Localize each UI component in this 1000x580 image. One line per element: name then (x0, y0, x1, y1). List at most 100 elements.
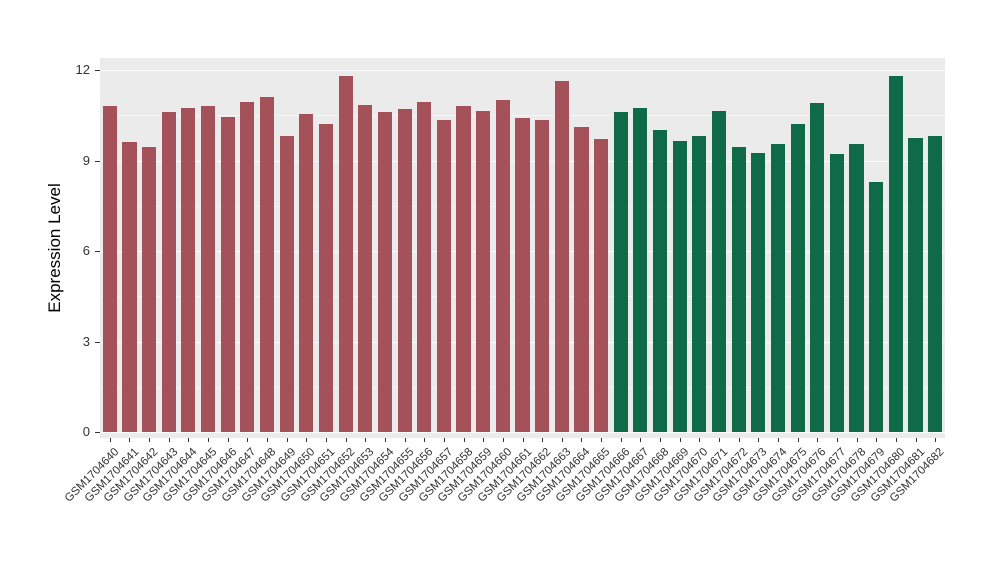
x-tick-mark (188, 438, 190, 442)
x-tick-mark (856, 438, 858, 442)
x-tick-mark (522, 438, 524, 442)
bar (299, 113, 314, 432)
bar (535, 119, 550, 432)
bar (220, 116, 235, 432)
x-tick-mark (561, 438, 563, 442)
x-tick-mark (365, 438, 367, 442)
x-tick-mark (915, 438, 917, 442)
x-tick-mark (306, 438, 308, 442)
x-tick-mark (699, 438, 701, 442)
x-tick-mark (443, 438, 445, 442)
x-tick-mark (876, 438, 878, 442)
x-tick-mark (325, 438, 327, 442)
bar (574, 127, 589, 432)
x-tick-mark (620, 438, 622, 442)
x-tick-mark (935, 438, 937, 442)
x-tick-mark (777, 438, 779, 442)
bar (908, 137, 923, 432)
bar (652, 130, 668, 432)
bar (829, 154, 844, 432)
x-tick-mark (542, 438, 544, 442)
x-tick-mark (227, 438, 229, 442)
y-tick-mark (95, 70, 100, 71)
x-tick-mark (345, 438, 347, 442)
bar (318, 124, 334, 432)
x-tick-mark (502, 438, 504, 442)
x-tick-mark (424, 438, 426, 442)
bar (633, 107, 648, 432)
bar (181, 107, 196, 432)
gridline-minor (100, 115, 945, 117)
bar (240, 101, 255, 432)
bar (613, 112, 628, 432)
y-tick-mark (95, 160, 100, 162)
x-tick-mark (149, 438, 151, 442)
bar (456, 106, 471, 432)
bar (122, 142, 137, 432)
bar (869, 181, 884, 432)
x-tick-mark (719, 438, 720, 442)
bar (711, 110, 727, 432)
x-tick-mark (895, 438, 897, 442)
bar (397, 109, 412, 432)
bar (515, 118, 530, 432)
y-tick-mark (95, 432, 100, 433)
x-tick-mark (758, 438, 760, 442)
y-tick-label: 9 (82, 152, 90, 168)
x-tick-mark (679, 438, 681, 442)
x-tick-mark (483, 438, 485, 442)
x-tick-mark (208, 438, 210, 442)
x-tick-mark (286, 438, 288, 442)
bar (161, 112, 176, 432)
bar (358, 104, 373, 432)
x-tick-mark (109, 438, 111, 442)
bar (554, 80, 569, 432)
bar (751, 152, 766, 432)
bar (810, 103, 825, 432)
x-tick-mark (797, 438, 799, 442)
x-tick-mark (640, 438, 642, 442)
x-tick-mark (384, 438, 386, 442)
bar (259, 97, 275, 432)
x-tick-mark (129, 438, 131, 442)
bar (495, 100, 510, 432)
bar (692, 136, 707, 432)
bar (790, 124, 805, 432)
x-tick-mark (463, 438, 465, 442)
bar (201, 106, 216, 432)
x-tick-mark (738, 438, 740, 442)
bar (888, 76, 903, 432)
bar (849, 143, 864, 432)
bar (731, 146, 746, 432)
bar (142, 146, 157, 432)
y-tick-label: 12 (75, 62, 90, 77)
x-tick-mark (660, 438, 662, 442)
bar (928, 136, 943, 432)
plot-panel (100, 58, 945, 438)
y-tick-label: 6 (82, 243, 90, 258)
y-tick-mark (95, 251, 100, 252)
bar (672, 140, 687, 432)
x-tick-mark (247, 438, 249, 442)
bar (476, 110, 491, 432)
y-tick-label: 3 (82, 333, 90, 349)
x-tick-mark (404, 438, 406, 442)
bar (594, 139, 609, 432)
y-tick-label: 0 (82, 424, 90, 439)
x-tick-mark (581, 438, 583, 442)
bar (279, 136, 294, 432)
x-tick-mark (817, 438, 819, 442)
bar (770, 143, 786, 432)
x-tick-mark (836, 438, 838, 442)
bar (417, 101, 432, 432)
y-tick-mark (95, 341, 100, 343)
x-tick-mark (601, 438, 603, 442)
gridline-major (100, 432, 945, 433)
gridline-major (100, 70, 945, 71)
x-tick-mark (168, 438, 170, 442)
bar (338, 76, 353, 432)
bar (102, 106, 117, 432)
bar (436, 119, 451, 432)
bar (377, 112, 392, 432)
